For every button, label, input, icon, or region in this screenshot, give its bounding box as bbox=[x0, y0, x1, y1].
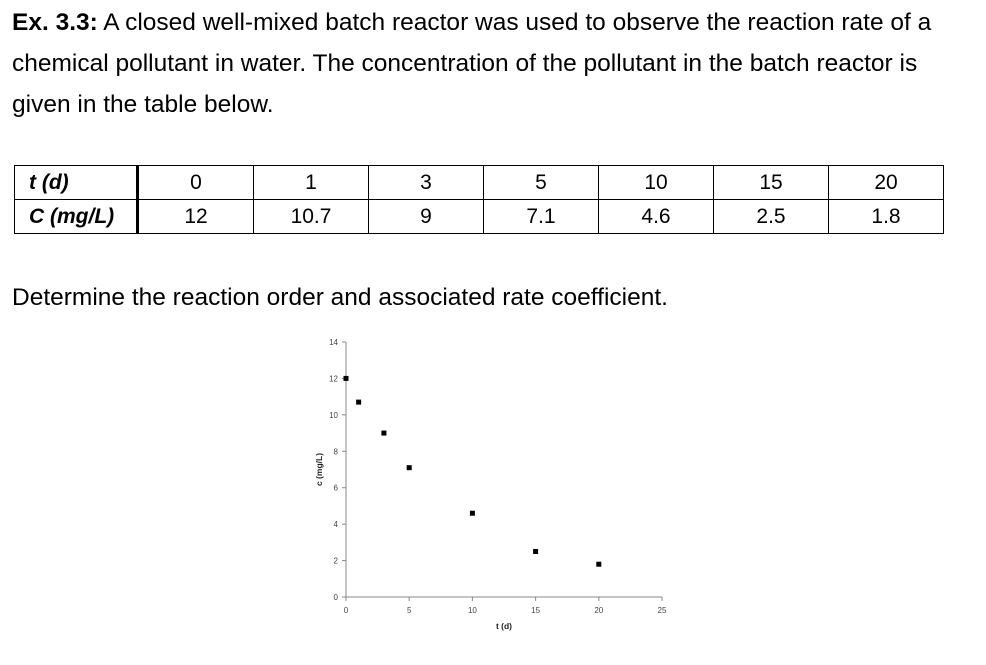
x-axis-ticks: 0 5 10 15 20 25 bbox=[344, 597, 667, 615]
x-tick-label: 5 bbox=[407, 606, 412, 615]
table-cell: 20 bbox=[828, 165, 944, 200]
y-axis-label: c (mg/L) bbox=[314, 453, 324, 486]
table-cell: 15 bbox=[713, 165, 829, 200]
y-tick-label: 4 bbox=[334, 520, 339, 529]
x-tick-label: 20 bbox=[594, 606, 603, 615]
x-tick-label: 10 bbox=[468, 606, 477, 615]
x-tick-label: 25 bbox=[658, 606, 667, 615]
y-tick-label: 0 bbox=[334, 593, 339, 602]
table-cell: 4.6 bbox=[598, 199, 714, 234]
table-cell: 12 bbox=[137, 199, 254, 234]
y-axis-ticks: 0 2 4 6 8 10 12 14 bbox=[329, 338, 346, 602]
table-cell: 2.5 bbox=[713, 199, 829, 234]
data-point bbox=[343, 375, 349, 381]
table-cell: 9 bbox=[368, 199, 484, 234]
data-point bbox=[381, 430, 387, 436]
table-cell: 10 bbox=[598, 165, 714, 200]
data-table: t (d) 0 1 3 5 10 15 20 C (mg/L) 12 10.7 … bbox=[14, 165, 944, 234]
table-cell: 7.1 bbox=[483, 199, 599, 234]
table-cell: 0 bbox=[137, 165, 254, 200]
chart-axes bbox=[345, 342, 662, 598]
y-tick-label: 6 bbox=[334, 484, 339, 493]
table-row-time: t (d) 0 1 3 5 10 15 20 bbox=[14, 165, 944, 200]
table-cell: 3 bbox=[368, 165, 484, 200]
question-text: Determine the reaction order and associa… bbox=[12, 284, 668, 311]
table-cell: 5 bbox=[483, 165, 599, 200]
row-header-concentration: C (mg/L) bbox=[14, 199, 139, 234]
x-axis-label: t (d) bbox=[496, 621, 512, 631]
data-point bbox=[596, 561, 602, 567]
x-tick-label: 15 bbox=[531, 606, 540, 615]
exercise-label: Ex. 3.3: bbox=[12, 9, 98, 36]
y-tick-label: 14 bbox=[329, 338, 338, 347]
data-point bbox=[406, 465, 412, 471]
y-tick-label: 10 bbox=[329, 411, 338, 420]
table-cell: 10.7 bbox=[253, 199, 369, 234]
problem-text: A closed well-mixed batch reactor was us… bbox=[12, 9, 932, 118]
x-tick-label: 0 bbox=[344, 606, 349, 615]
data-point bbox=[356, 399, 362, 405]
y-tick-label: 2 bbox=[334, 557, 339, 566]
data-points bbox=[343, 375, 602, 567]
data-point bbox=[533, 548, 539, 554]
table-row-concentration: C (mg/L) 12 10.7 9 7.1 4.6 2.5 1.8 bbox=[14, 199, 944, 234]
y-tick-label: 8 bbox=[334, 447, 339, 456]
problem-statement: Ex. 3.3: A closed well-mixed batch react… bbox=[12, 2, 980, 125]
row-header-time: t (d) bbox=[14, 165, 139, 200]
scatter-chart: 0 2 4 6 8 10 12 14 0 5 10 15 20 25 t (d) c (mg/L) bbox=[314, 338, 667, 631]
table-cell: 1 bbox=[253, 165, 369, 200]
table-cell: 1.8 bbox=[828, 199, 944, 234]
y-tick-label: 12 bbox=[329, 374, 338, 383]
data-point bbox=[469, 510, 475, 516]
